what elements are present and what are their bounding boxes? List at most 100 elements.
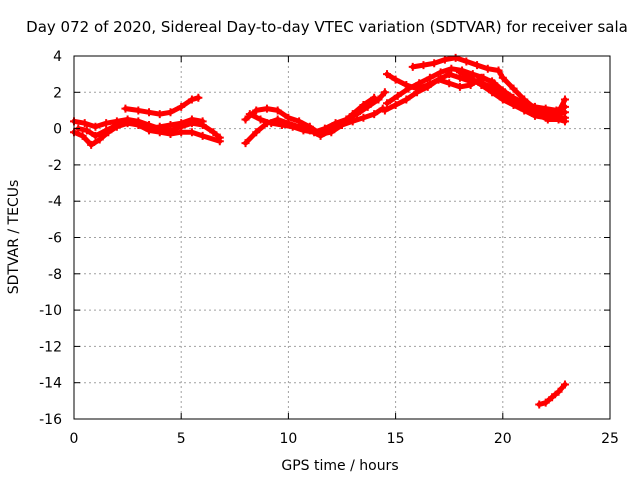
data-point bbox=[560, 117, 569, 126]
data-point bbox=[102, 126, 111, 135]
data-point bbox=[82, 126, 91, 135]
x-tick-label: 10 bbox=[279, 431, 297, 447]
data-point bbox=[498, 73, 507, 82]
data-point bbox=[91, 122, 100, 131]
x-tick-label: 20 bbox=[494, 431, 512, 447]
data-point bbox=[198, 131, 207, 140]
data-point bbox=[530, 104, 539, 113]
data-point bbox=[177, 119, 186, 128]
data-point bbox=[494, 66, 503, 75]
data-point bbox=[363, 102, 372, 111]
data-point bbox=[488, 88, 497, 97]
data-point bbox=[402, 95, 411, 104]
data-point bbox=[554, 387, 563, 396]
series-track-7 bbox=[245, 88, 389, 137]
data-point bbox=[198, 117, 207, 126]
data-point bbox=[488, 77, 497, 86]
data-point bbox=[194, 93, 203, 102]
data-point bbox=[288, 122, 297, 131]
data-point bbox=[477, 73, 486, 82]
data-point bbox=[455, 82, 464, 91]
data-point bbox=[520, 106, 529, 115]
data-point bbox=[187, 115, 196, 124]
data-point bbox=[477, 81, 486, 90]
grid-lines bbox=[74, 56, 610, 419]
y-tick-label: -10 bbox=[39, 303, 62, 319]
data-point bbox=[380, 106, 389, 115]
data-point bbox=[436, 68, 445, 77]
data-point bbox=[256, 115, 265, 124]
x-tick-label: 5 bbox=[177, 431, 186, 447]
data-point bbox=[241, 139, 250, 148]
y-tick-label: -12 bbox=[39, 339, 62, 355]
data-point bbox=[80, 119, 89, 128]
data-point bbox=[145, 108, 154, 117]
data-point bbox=[466, 81, 475, 90]
data-point bbox=[391, 101, 400, 110]
data-point bbox=[393, 91, 402, 100]
data-point bbox=[552, 111, 561, 120]
data-point bbox=[342, 115, 351, 124]
data-point bbox=[451, 53, 460, 62]
data-point bbox=[177, 128, 186, 137]
data-point bbox=[423, 81, 432, 90]
data-point bbox=[252, 128, 261, 137]
data-point bbox=[413, 84, 422, 93]
y-tick-label: -4 bbox=[48, 194, 62, 210]
data-point bbox=[166, 120, 175, 129]
data-point bbox=[187, 95, 196, 104]
data-point bbox=[370, 110, 379, 119]
data-point bbox=[509, 93, 518, 102]
data-point bbox=[509, 84, 518, 93]
data-point bbox=[245, 110, 254, 119]
data-point bbox=[78, 131, 87, 140]
data-point bbox=[299, 126, 308, 135]
series-track-13 bbox=[535, 380, 569, 409]
data-point bbox=[430, 59, 439, 68]
data-point bbox=[535, 400, 544, 409]
data-point bbox=[445, 79, 454, 88]
data-point bbox=[155, 122, 164, 131]
x-tick-label: 25 bbox=[601, 431, 619, 447]
data-point bbox=[102, 119, 111, 128]
data-point bbox=[560, 380, 569, 389]
data-point bbox=[91, 131, 100, 140]
data-point bbox=[353, 110, 362, 119]
series-line bbox=[410, 55, 568, 117]
data-point bbox=[447, 64, 456, 73]
data-point bbox=[166, 108, 175, 117]
y-tick-label: 2 bbox=[53, 85, 62, 101]
data-point bbox=[383, 99, 392, 108]
data-point bbox=[252, 106, 261, 115]
data-point bbox=[316, 131, 325, 140]
x-tick-label: 0 bbox=[70, 431, 79, 447]
y-tick-label: 4 bbox=[53, 49, 62, 65]
data-point bbox=[462, 57, 471, 66]
y-tick-label: -16 bbox=[39, 412, 62, 428]
data-point bbox=[273, 106, 282, 115]
data-point bbox=[155, 110, 164, 119]
y-axis-label: SDTVAR / TECUs bbox=[6, 180, 22, 295]
data-point bbox=[419, 61, 428, 70]
data-point bbox=[145, 124, 154, 133]
data-point bbox=[177, 102, 186, 111]
data-point bbox=[121, 104, 130, 113]
data-point bbox=[402, 81, 411, 90]
data-point bbox=[310, 128, 319, 137]
data-point bbox=[483, 64, 492, 73]
y-tick-label: -8 bbox=[48, 267, 62, 283]
data-point bbox=[331, 119, 340, 128]
data-point bbox=[267, 119, 276, 128]
data-point bbox=[187, 128, 196, 137]
data-point bbox=[112, 120, 121, 129]
data-point bbox=[380, 88, 389, 97]
x-tick-label: 15 bbox=[387, 431, 405, 447]
data-point bbox=[509, 101, 518, 110]
data-point bbox=[560, 108, 569, 117]
data-point bbox=[374, 95, 383, 104]
data-point bbox=[87, 140, 96, 149]
series-track-4 bbox=[121, 93, 203, 119]
